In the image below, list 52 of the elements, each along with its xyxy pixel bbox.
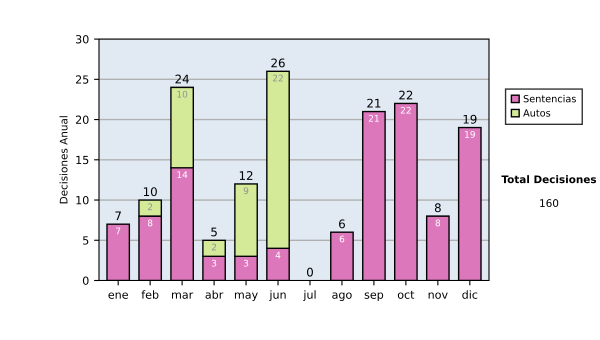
- x-tick-label: mar: [172, 292, 194, 299]
- total-label: 10: [144, 187, 157, 196]
- y-tick-label: 10: [76, 196, 89, 204]
- x-tick-label: jul: [303, 290, 316, 301]
- total-label: 26: [271, 58, 285, 68]
- total-label: 0: [307, 268, 313, 277]
- y-tick-label: 5: [83, 236, 88, 245]
- x-tick-label: oct: [398, 290, 414, 299]
- x-tick-label: ago: [332, 292, 352, 301]
- data-label: 10: [177, 90, 188, 98]
- x-tick-label: may: [234, 292, 258, 301]
- y-tick-label: 20: [76, 116, 89, 124]
- text: 160: [540, 199, 558, 208]
- x-tick-label: sep: [364, 292, 384, 301]
- x-tick-label: jun: [269, 290, 286, 301]
- legend-label: Sentencias: [524, 94, 576, 102]
- data-label: 2: [148, 203, 152, 210]
- total-label: 21: [367, 98, 380, 108]
- data-label: 19: [465, 130, 475, 138]
- x-tick-label: feb: [142, 290, 158, 299]
- x-tick-label: abr: [206, 290, 224, 299]
- x-tick-label: nov: [428, 292, 448, 299]
- total-label: 12: [240, 171, 252, 180]
- data-label: 8: [148, 220, 152, 226]
- y-tick-label: 15: [76, 156, 88, 164]
- legend-label: Autos: [523, 109, 550, 117]
- data-label: 3: [244, 260, 248, 267]
- y-tick-label: 25: [76, 75, 88, 84]
- text: Total Decisiones: [501, 175, 596, 184]
- data-label: 14: [177, 171, 188, 178]
- data-label: 2: [212, 244, 216, 250]
- total-label: 19: [464, 114, 476, 124]
- total-label: 5: [211, 228, 217, 236]
- data-label: 4: [276, 252, 280, 258]
- data-label: 22: [272, 74, 283, 82]
- total-label: 6: [339, 219, 345, 228]
- total-label: 22: [399, 90, 412, 100]
- x-tick-label: dic: [462, 290, 478, 299]
- data-label: 22: [400, 106, 411, 114]
- x-tick-label: ene: [108, 292, 128, 299]
- y-tick-label: 30: [76, 35, 89, 44]
- data-label: 8: [436, 220, 440, 226]
- data-label: 3: [212, 260, 216, 267]
- total-label: 7: [115, 212, 121, 220]
- y-tick-label: 0: [82, 276, 89, 285]
- data-label: 21: [368, 114, 379, 122]
- total-label: 8: [434, 203, 441, 212]
- total-label: 24: [175, 74, 189, 84]
- y-axis-title: Decisiones Anual: [60, 116, 68, 204]
- data-label: 6: [340, 236, 344, 242]
- data-label: 7: [116, 228, 120, 234]
- data-label: 9: [244, 187, 248, 194]
